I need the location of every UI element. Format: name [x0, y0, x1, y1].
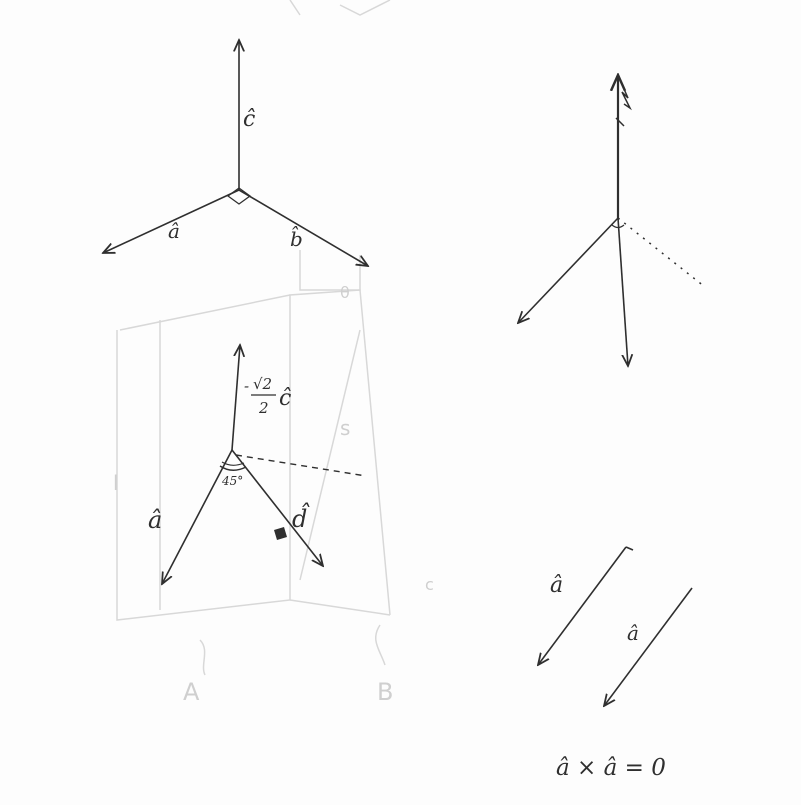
- dotted-projection-line: [617, 217, 706, 288]
- angle-arc-45-second: [221, 461, 245, 466]
- label-c-hat: ĉ: [243, 107, 255, 132]
- ghost-letter-l: l: [113, 471, 119, 495]
- label-c-coefficient-sign: -: [244, 377, 249, 395]
- vector-a-hat-lower: [162, 449, 233, 584]
- ghost-letter-a: A: [183, 678, 200, 706]
- label-a-hat-lower: â: [148, 506, 162, 534]
- label-c-hat-scaled: ĉ: [279, 386, 291, 411]
- dashed-reference-line: [235, 454, 367, 477]
- label-a-hat: â: [168, 219, 180, 243]
- ghost-letter-b: B: [377, 678, 393, 706]
- ghost-theta: θ: [340, 283, 350, 302]
- scribble-arrowhead: [615, 79, 632, 127]
- label-c-coefficient-num: √2: [253, 375, 272, 393]
- label-c-coefficient-den: 2: [258, 399, 269, 417]
- vertex-mark: [611, 224, 625, 229]
- vector-d-hat: [231, 449, 323, 566]
- vector-down: [617, 217, 628, 366]
- right-angle-mark: [226, 187, 252, 205]
- ghost-letter-c: c: [425, 575, 434, 594]
- label-a-hat-parallel-2: â: [627, 621, 639, 645]
- sketch-45-degree: - √2 2 ĉ 45° â d̂: [148, 345, 367, 584]
- angle-arc-45: [219, 465, 247, 471]
- vector-a-hat-parallel-1: [538, 546, 627, 665]
- vector-down-left: [518, 217, 619, 323]
- ghost-letter-s: s: [340, 416, 350, 440]
- vector-a-hat: [103, 189, 240, 253]
- equation-cross-product: â × â = 0: [556, 755, 666, 781]
- vector-b-hat: [238, 189, 368, 266]
- vector-a-hat-parallel-1-tail: [625, 546, 634, 551]
- sketch-top-right-vectors: [518, 75, 706, 366]
- label-d-hat: d̂: [292, 502, 310, 533]
- vector-a-hat-parallel-2: [604, 587, 693, 706]
- ink-blot: [274, 527, 287, 540]
- label-b-hat: b̂: [290, 225, 303, 251]
- background-ghost-drawing: [116, 0, 391, 676]
- sketch-parallel-vectors: â â â × â = 0: [538, 546, 693, 781]
- label-angle-45: 45°: [221, 474, 243, 488]
- label-a-hat-parallel-1: â: [550, 573, 563, 598]
- sketch-orthogonal-triad: ĉ â b̂: [103, 40, 368, 266]
- vector-c-scaled: [231, 345, 240, 451]
